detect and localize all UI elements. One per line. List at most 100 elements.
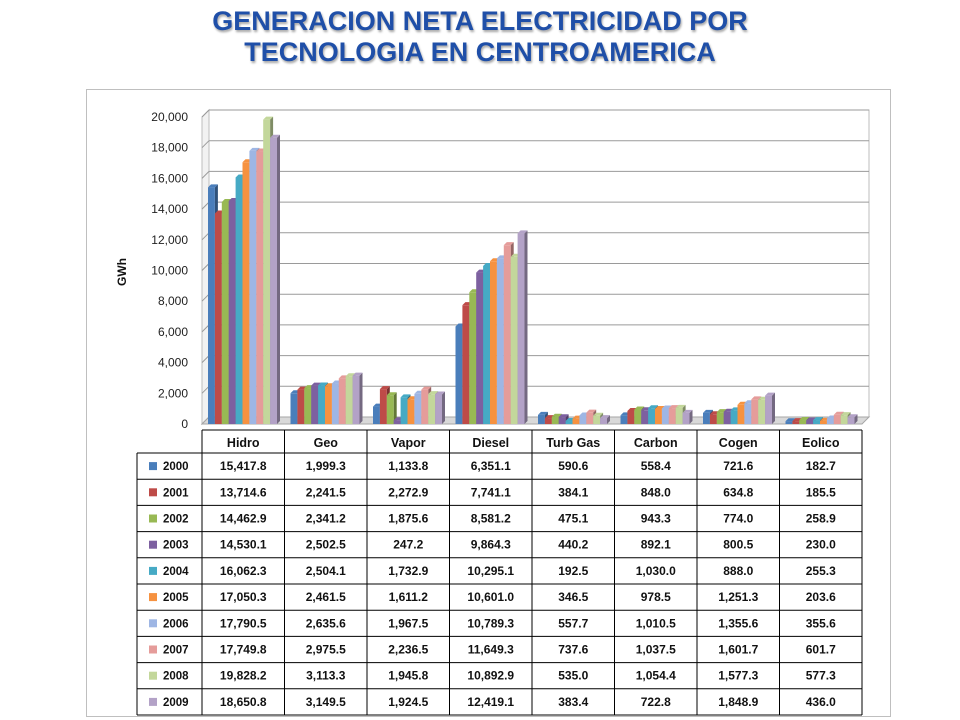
bar-top [551, 413, 562, 417]
bar [263, 119, 271, 424]
bar-side [277, 134, 280, 425]
bar-top [517, 230, 528, 234]
table-cell-value: 1,875.6 [388, 512, 428, 526]
bar [799, 420, 807, 424]
table-cell-value: 2,341.2 [306, 512, 346, 526]
bar-top [682, 409, 693, 413]
table-cell-value: 1,924.5 [388, 695, 428, 709]
bar-top [435, 391, 445, 395]
category-label: Vapor [391, 436, 426, 450]
table-cell-value: 557.7 [558, 616, 588, 630]
bar-top [503, 242, 514, 246]
bar [648, 408, 655, 424]
table-cell-value: 2,241.5 [306, 485, 346, 499]
bar [270, 137, 277, 425]
table-cell-value: 203.6 [806, 590, 836, 604]
bar [600, 418, 607, 424]
bar [290, 393, 298, 424]
table-cell-value: 3,149.5 [306, 695, 346, 709]
bar [386, 395, 394, 424]
table-cell-value: 1,945.8 [388, 669, 428, 683]
bar-top [421, 386, 432, 390]
bar-top [352, 372, 363, 376]
bar [503, 245, 511, 424]
table-cell-value: 10,892.9 [467, 669, 514, 683]
bar-top [600, 415, 610, 419]
bar [249, 150, 257, 424]
legend-swatch [149, 671, 157, 680]
bar [242, 162, 250, 424]
bar-top [208, 184, 218, 188]
bar-top [799, 417, 810, 421]
legend-year-label: 2000 [163, 461, 189, 473]
bar-top [263, 116, 274, 120]
bar [723, 411, 731, 424]
bar [517, 233, 525, 424]
bar [214, 213, 222, 424]
table-cell-value: 11,649.3 [468, 643, 514, 657]
table-cell-value: 3,113.3 [306, 669, 346, 683]
bar [208, 187, 215, 424]
gridline-diag [201, 263, 210, 271]
bar [716, 412, 724, 424]
bar-top [813, 417, 823, 421]
bar-side [524, 230, 528, 424]
table-cell-value: 346.5 [558, 590, 588, 604]
chart-title: GENERACION NETA ELECTRICIDAD POR TECNOLO… [0, 6, 960, 68]
category-label: Turb Gas [546, 436, 600, 450]
bar [490, 261, 497, 424]
category-label: Cogen [719, 436, 758, 450]
bar-top [847, 414, 858, 418]
legend-swatch [149, 593, 157, 602]
table-cell-value: 590.6 [558, 459, 588, 473]
bar-top [586, 409, 597, 413]
bar [496, 258, 504, 424]
table-cell-value: 1,999.3 [306, 459, 346, 473]
bar-top [703, 409, 713, 413]
legend-swatch [149, 645, 157, 654]
table-cell-value: 601.7 [806, 643, 836, 657]
gridline-diag [201, 324, 210, 333]
legend-swatch [149, 619, 157, 628]
bar [730, 410, 738, 424]
table-cell-value: 14,530.1 [220, 538, 267, 552]
table-cell-value: 558.4 [641, 459, 671, 473]
bar [593, 415, 601, 424]
bar [407, 399, 415, 424]
legend-year-label: 2008 [163, 671, 189, 683]
table-cell-value: 943.3 [641, 512, 671, 526]
table-cell-value: 6,351.1 [471, 459, 511, 473]
bar [751, 399, 759, 424]
bar-top [538, 411, 548, 415]
bar [544, 418, 552, 424]
bar [338, 378, 346, 424]
table-cell-value: 2,461.5 [306, 590, 346, 604]
table-cell-value: 1,054.4 [636, 669, 676, 683]
bar [572, 418, 580, 424]
bar-top [386, 392, 397, 396]
table-cell-value: 978.5 [641, 590, 671, 604]
bar [235, 177, 243, 424]
bar-top [785, 418, 796, 422]
legend-year-label: 2009 [163, 697, 189, 709]
bar-top [249, 147, 260, 151]
legend-year-label: 2004 [163, 566, 189, 578]
bar-top [593, 412, 604, 416]
bar [765, 395, 772, 424]
bar [304, 388, 312, 424]
bar-side [442, 391, 445, 424]
bar [400, 397, 408, 424]
bar [325, 386, 332, 424]
bar [311, 385, 319, 424]
bar [483, 265, 490, 424]
bar [627, 410, 635, 424]
bar [833, 414, 841, 424]
bar [379, 389, 387, 424]
legend-swatch [149, 540, 157, 549]
gridline-diag [201, 385, 210, 394]
bar [675, 407, 683, 424]
table-cell-value: 192.5 [558, 564, 588, 578]
bar [565, 421, 573, 424]
bar-top [270, 134, 280, 138]
bar [703, 412, 710, 424]
